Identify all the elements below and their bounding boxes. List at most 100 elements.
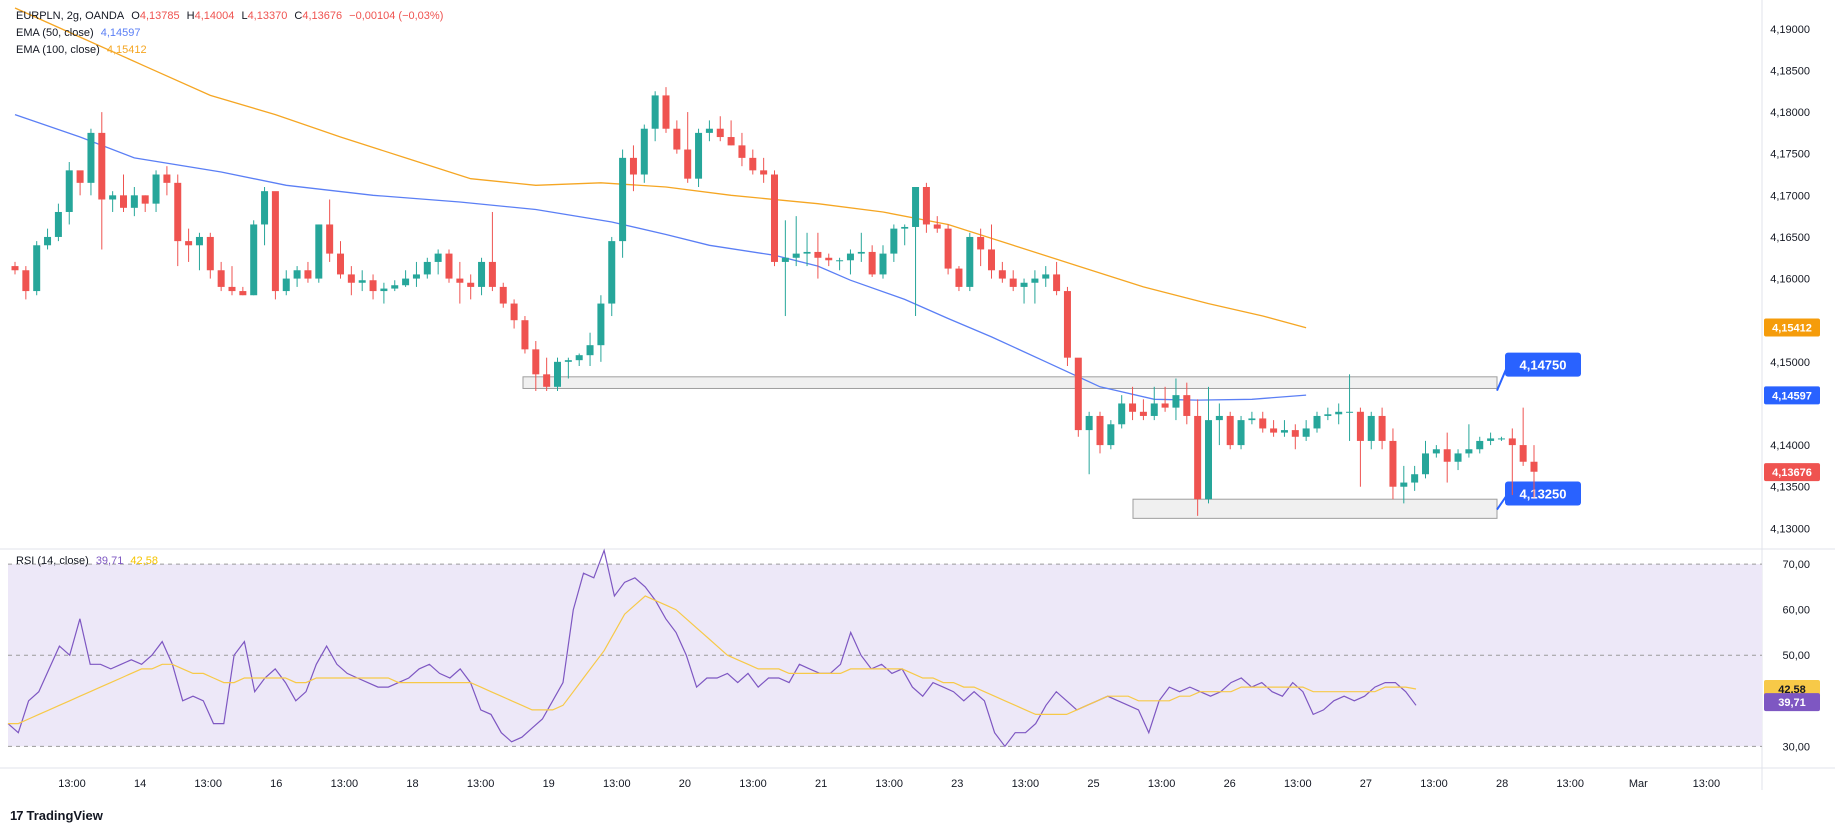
candle-body bbox=[1161, 403, 1169, 408]
candle-body bbox=[901, 226, 909, 229]
candle-body bbox=[478, 261, 486, 287]
time-tick-label: 25 bbox=[1087, 778, 1099, 790]
ema100-label: EMA (100, close) bbox=[16, 44, 100, 56]
candle-body bbox=[738, 145, 746, 158]
candle-body bbox=[1270, 428, 1278, 433]
candle-body bbox=[282, 278, 290, 292]
rsi-label: RSI (14, close) bbox=[16, 555, 89, 567]
price-tick-label: 4,13000 bbox=[1770, 523, 1810, 535]
candle-body bbox=[1335, 411, 1343, 415]
price-tag-box bbox=[1764, 386, 1820, 405]
candle-body bbox=[1020, 282, 1028, 287]
candle-body bbox=[217, 270, 225, 287]
ema-lines bbox=[14, 7, 1307, 401]
open-label: O4,13785 bbox=[131, 10, 180, 22]
candle-body bbox=[109, 195, 117, 200]
candle-body bbox=[239, 291, 247, 296]
candle-body bbox=[749, 157, 757, 171]
time-tick-label: 16 bbox=[270, 778, 282, 790]
candle-body bbox=[890, 228, 898, 254]
candle-body bbox=[912, 187, 920, 227]
rsi-value: 39,71 bbox=[95, 555, 124, 567]
candle-body bbox=[1465, 449, 1473, 454]
candle-body bbox=[1248, 418, 1256, 421]
candle-body bbox=[998, 270, 1006, 279]
candle-body bbox=[716, 128, 724, 138]
candle-body bbox=[391, 285, 399, 289]
rsi-tick-label: 60,00 bbox=[1782, 605, 1810, 617]
candle-body bbox=[326, 224, 334, 254]
candle-body bbox=[781, 257, 789, 262]
candle-body bbox=[141, 195, 149, 204]
change-label: −0,00104 (−0,03%) bbox=[349, 10, 444, 22]
rsi-ma-line bbox=[8, 595, 1417, 725]
time-tick-label: 20 bbox=[679, 778, 691, 790]
candle-body bbox=[1356, 411, 1364, 441]
time-tick-label: 19 bbox=[543, 778, 555, 790]
time-tick-label: 13:00 bbox=[875, 778, 903, 790]
candle-body bbox=[977, 236, 985, 250]
candle-body bbox=[65, 170, 73, 212]
price-tick-label: 4,14000 bbox=[1770, 440, 1810, 452]
ema50-legend[interactable]: EMA (50, close) 4,14597 bbox=[16, 25, 144, 41]
rsi-legend[interactable]: RSI (14, close) 39,71 42,58 bbox=[16, 553, 162, 569]
candle-body bbox=[1053, 274, 1061, 292]
candle-body bbox=[1476, 440, 1484, 450]
candle-body bbox=[1530, 461, 1538, 472]
time-axis: 13:00 14 13:00 16 13:00 18 13:00 19 13:00 20 13:00… bbox=[58, 778, 1720, 790]
candle-body bbox=[933, 224, 941, 229]
candle-body bbox=[87, 132, 95, 183]
price-tick-label: 4,19000 bbox=[1770, 24, 1810, 36]
time-tick-label: 13:00 bbox=[58, 778, 86, 790]
candle-body bbox=[456, 278, 464, 283]
candle-body bbox=[304, 270, 312, 279]
price-tick-label: 4,18500 bbox=[1770, 65, 1810, 77]
time-tick-label: 23 bbox=[951, 778, 963, 790]
candle-body bbox=[966, 236, 974, 287]
level-label: 4,14750 bbox=[1520, 358, 1567, 373]
candle-body bbox=[760, 170, 768, 175]
rsi-line bbox=[7, 548, 1417, 748]
candle-body bbox=[1367, 415, 1375, 441]
time-tick-label: 13:00 bbox=[603, 778, 631, 790]
rsi-band bbox=[8, 564, 1762, 747]
time-tick-label: 14 bbox=[134, 778, 146, 790]
tradingview-brand[interactable]: 17 TradingView bbox=[10, 808, 103, 823]
symbol-label[interactable]: EURPLN, 2g, OANDA bbox=[16, 10, 125, 22]
candle-body bbox=[868, 251, 876, 275]
candle-body bbox=[705, 128, 713, 133]
level-box bbox=[1132, 498, 1498, 519]
candle-body bbox=[1280, 430, 1288, 433]
candle-body bbox=[662, 95, 670, 129]
candle-body bbox=[185, 241, 193, 246]
price-tag-box bbox=[1764, 463, 1820, 482]
candle-body bbox=[1129, 403, 1137, 412]
candle-body bbox=[423, 261, 431, 275]
candle-body bbox=[488, 261, 496, 287]
level-label: 4,13250 bbox=[1520, 487, 1567, 502]
candle-body bbox=[586, 345, 594, 356]
candle-body bbox=[771, 174, 778, 262]
candle-body bbox=[152, 174, 160, 204]
tradingview-logo-icon: 17 bbox=[10, 808, 24, 823]
time-tick-label: 13:00 bbox=[1693, 778, 1721, 790]
candles bbox=[11, 87, 1538, 516]
level-label-box bbox=[1505, 352, 1581, 377]
high-label: H4,14004 bbox=[186, 10, 235, 22]
candle-body bbox=[1302, 428, 1310, 437]
candle-body bbox=[988, 249, 995, 271]
candle-body bbox=[76, 170, 84, 183]
ema100-legend[interactable]: EMA (100, close) 4,15412 bbox=[16, 42, 151, 58]
candle-body bbox=[1487, 438, 1495, 441]
candle-body bbox=[564, 360, 572, 362]
candle-body bbox=[944, 228, 952, 269]
price-tag-box bbox=[1764, 318, 1820, 337]
ema50-value: 4,14597 bbox=[100, 27, 141, 39]
candle-body bbox=[879, 253, 887, 275]
candle-body bbox=[922, 187, 930, 225]
candle-body bbox=[1074, 357, 1082, 431]
time-tick-label: 13:00 bbox=[467, 778, 495, 790]
candle-body bbox=[380, 288, 388, 292]
